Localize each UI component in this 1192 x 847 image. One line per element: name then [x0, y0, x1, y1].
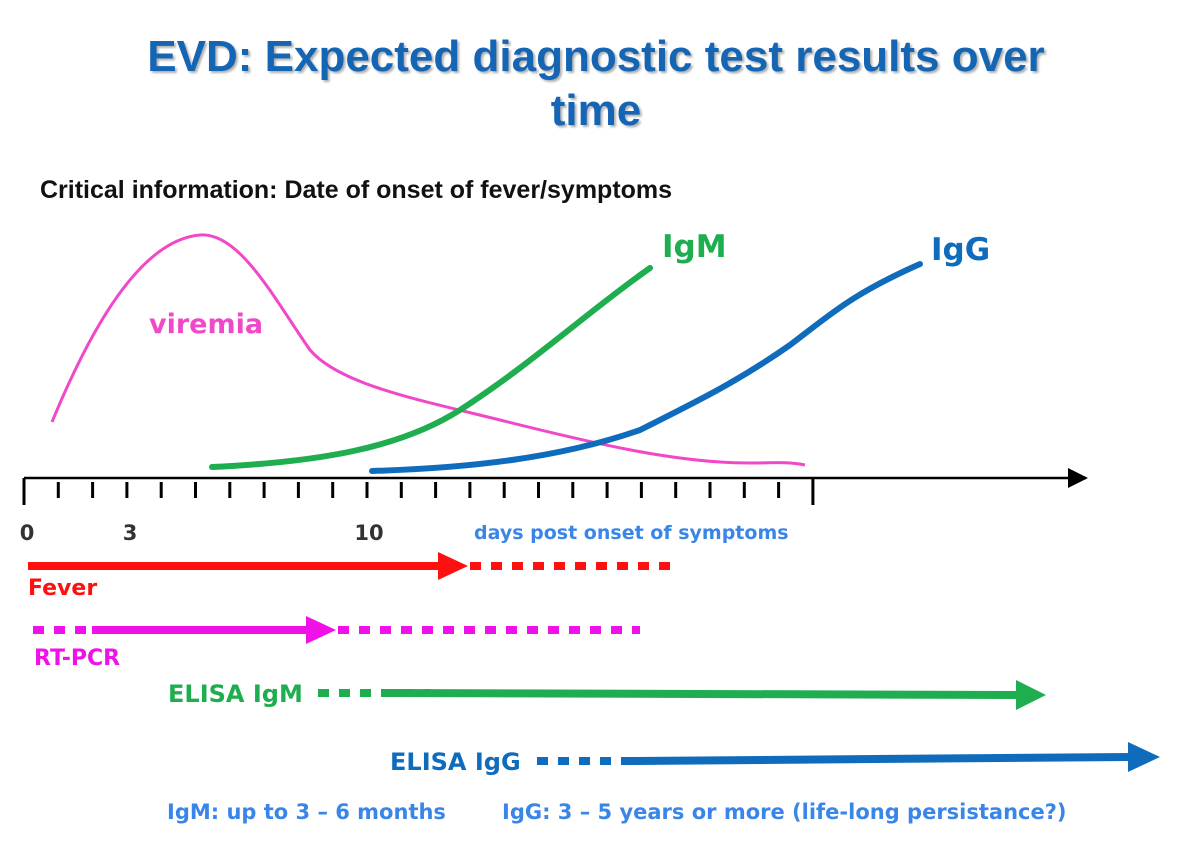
rtpcr-bar: [33, 616, 640, 644]
fever-label: Fever: [28, 576, 97, 601]
viremia-curve: [50, 233, 806, 467]
footnote-igm: IgM: up to 3 – 6 months: [167, 800, 446, 824]
viremia-label: viremia: [149, 309, 263, 340]
title-block: EVD: Expected diagnostic test results ov…: [0, 30, 1192, 138]
tick-label-10: 10: [354, 521, 383, 545]
axis-caption: days post onset of symptoms: [474, 522, 789, 544]
rtpcr-label: RT-PCR: [34, 646, 120, 671]
tick-label-3: 3: [123, 521, 138, 545]
igg-label: IgG: [931, 232, 990, 268]
elisa-igm-label: ELISA IgM: [168, 680, 303, 708]
time-axis: [22, 468, 1088, 505]
page-title-line2: time: [550, 86, 642, 135]
elisa-igg-label: ELISA IgG: [390, 748, 521, 776]
elisa-igg-bar: [537, 742, 1160, 772]
fever-bar: [28, 552, 676, 580]
axis-ticks: [22, 478, 815, 505]
page-title-line1: EVD: Expected diagnostic test results ov…: [147, 32, 1045, 81]
igg-curve: [369, 261, 923, 474]
igm-label: IgM: [662, 229, 727, 265]
igm-curve: [209, 265, 653, 470]
elisa-igm-bar: [318, 680, 1046, 710]
tick-label-0: 0: [20, 521, 35, 545]
subtitle: Critical information: Date of onset of f…: [40, 176, 673, 204]
footnote-igg: IgG: 3 – 5 years or more (life-long pers…: [502, 800, 1067, 824]
